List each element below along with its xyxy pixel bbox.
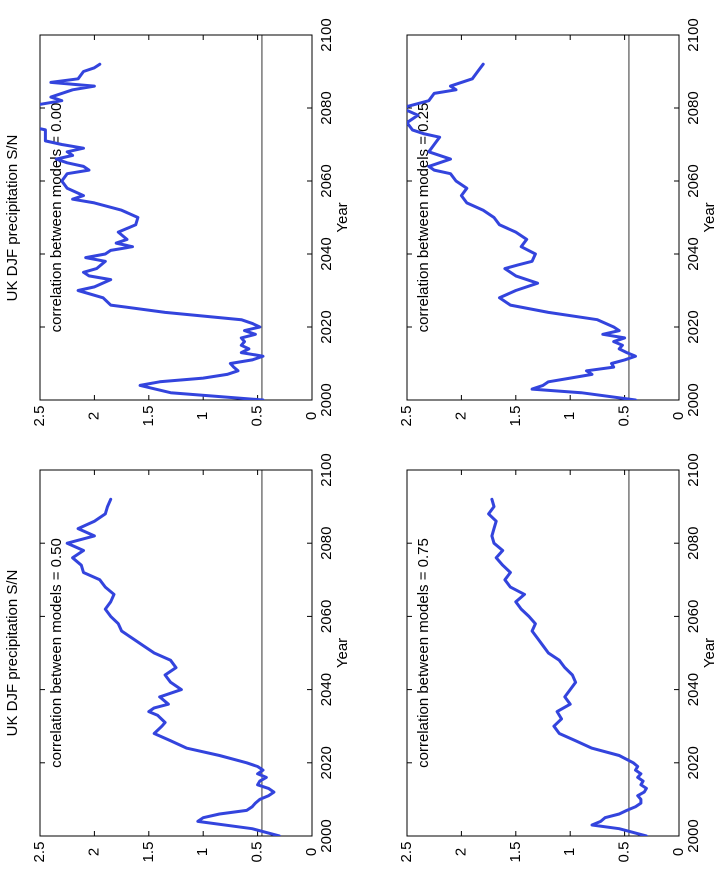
y-tick-label: 2.5 bbox=[31, 842, 48, 863]
x-tick-label: 2020 bbox=[685, 310, 702, 343]
plot-frame bbox=[406, 34, 680, 401]
x-tick-label: 2060 bbox=[318, 164, 335, 197]
x-tick-label: 2100 bbox=[318, 453, 335, 486]
plot-frame bbox=[39, 469, 313, 837]
figure-ylabels: UK DJF precipitation S/N UK DJF precipita… bbox=[4, 135, 21, 737]
x-tick-label: 2040 bbox=[318, 237, 335, 270]
y-tick-label: 0.5 bbox=[616, 842, 633, 863]
x-tick-label: 2060 bbox=[685, 600, 702, 633]
y-tick-label: 2.5 bbox=[398, 406, 415, 427]
x-tick-label: 2020 bbox=[318, 310, 335, 343]
x-tick-label: 2080 bbox=[685, 527, 702, 560]
y-tick-label: 0.5 bbox=[616, 406, 633, 427]
y-tick-label: 0 bbox=[303, 412, 320, 420]
y-tick-label: 2.5 bbox=[31, 406, 48, 427]
x-tick-label: 2080 bbox=[318, 527, 335, 560]
y-tick-label: 1.5 bbox=[140, 842, 157, 863]
y-tick-label: 2.5 bbox=[398, 842, 415, 863]
y-tick-label: 1 bbox=[194, 848, 211, 856]
plot-frame bbox=[39, 34, 313, 401]
x-tick-label: 2000 bbox=[685, 383, 702, 416]
x-tick-label: 2020 bbox=[318, 746, 335, 779]
x-tick-label: 2060 bbox=[318, 600, 335, 633]
y-tick-label: 2 bbox=[452, 848, 469, 856]
y-tick-label: 1 bbox=[194, 412, 211, 420]
x-tick-label: 2000 bbox=[685, 819, 702, 852]
y-tick-label: 2 bbox=[85, 848, 102, 856]
chart-panel-3: 2000 2020 2040 2060 2080 2100 Year 0 0.5 1 1.5 2 2.5… bbox=[31, 453, 351, 862]
x-tick-label: 2040 bbox=[318, 673, 335, 706]
x-tick-label: 2060 bbox=[685, 164, 702, 197]
y-tick-label: 1 bbox=[561, 412, 578, 420]
y-tick-label: 1.5 bbox=[140, 406, 157, 427]
x-axis-label: Year bbox=[334, 638, 351, 668]
data-series-line bbox=[40, 62, 265, 400]
y-axis-label: UK DJF precipitation S/N bbox=[4, 135, 21, 302]
chart-panel-4: 2000 2020 2040 2060 2080 2100 Year 0 0.5 1 1.5 2 2.5… bbox=[398, 453, 718, 862]
chart-title: correlation between models = 0.75 bbox=[415, 538, 432, 768]
x-tick-label: 2100 bbox=[685, 18, 702, 51]
x-tick-label: 2080 bbox=[318, 91, 335, 124]
y-tick-label: 1 bbox=[561, 848, 578, 856]
y-tick-label: 1.5 bbox=[507, 406, 524, 427]
chart-title: correlation between models = 0.50 bbox=[48, 538, 65, 768]
x-tick-label: 2100 bbox=[685, 453, 702, 486]
y-axis-label: UK DJF precipitation S/N bbox=[4, 570, 21, 737]
x-tick-label: 2000 bbox=[318, 383, 335, 416]
data-series-line bbox=[487, 497, 648, 836]
data-series-line bbox=[65, 497, 281, 836]
panels-group: 200020202040206020802100Year00.511.522.5… bbox=[12, 18, 718, 862]
x-tick-label: 2080 bbox=[685, 91, 702, 124]
y-tick-label: 1.5 bbox=[507, 842, 524, 863]
y-tick-label: 0.5 bbox=[249, 406, 266, 427]
x-tick-label: 2000 bbox=[318, 819, 335, 852]
y-tick-label: 0 bbox=[303, 848, 320, 856]
x-axis-label: Year bbox=[334, 202, 351, 232]
chart-panel-1: 2000 2020 2040 2060 2080 2100 Year 0 0.5 1 1.5 2 2.5… bbox=[12, 18, 351, 427]
y-tick-label: 0.5 bbox=[249, 842, 266, 863]
y-tick-label: 2 bbox=[85, 412, 102, 420]
x-tick-label: 2020 bbox=[685, 746, 702, 779]
x-tick-label: 2040 bbox=[685, 673, 702, 706]
chart-title: correlation between models = 0.25 bbox=[415, 103, 432, 333]
x-tick-label: 2100 bbox=[318, 18, 335, 51]
x-axis-label: Year bbox=[701, 202, 718, 232]
y-tick-label: 2 bbox=[452, 412, 469, 420]
chart-panel-2: 2000 2020 2040 2060 2080 2100 Year 0 0.5 1 1.5 2 2.5… bbox=[398, 18, 718, 426]
y-tick-label: 0 bbox=[670, 848, 687, 856]
x-axis-label: Year bbox=[701, 638, 718, 668]
chart-title: correlation between models = 0.00 bbox=[48, 103, 65, 333]
x-tick-label: 2040 bbox=[685, 237, 702, 270]
data-series-line bbox=[407, 62, 637, 400]
plot-frame bbox=[406, 469, 680, 837]
y-tick-label: 0 bbox=[670, 412, 687, 420]
